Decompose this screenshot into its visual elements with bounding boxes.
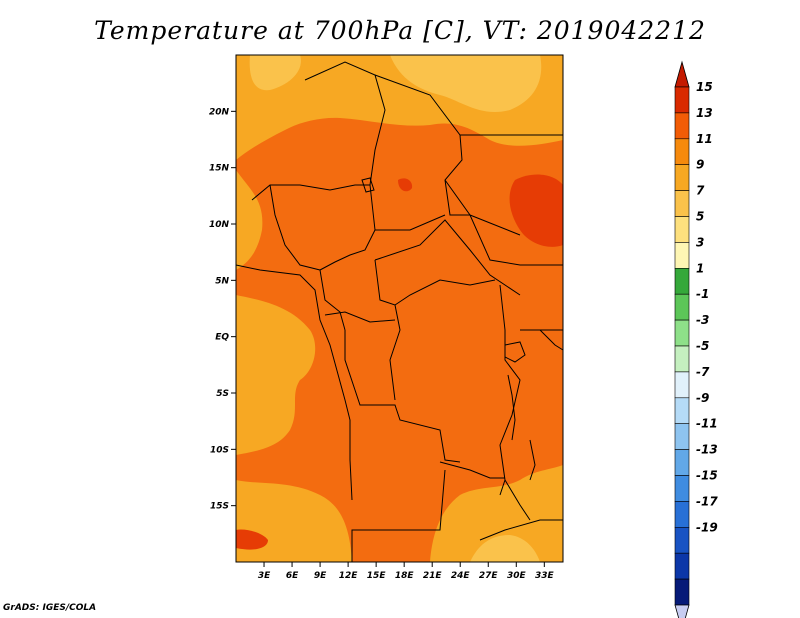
colorbar-cell	[674, 449, 690, 476]
colorbar-cell	[674, 293, 690, 321]
colorbar-cell	[674, 86, 690, 114]
colorbar-cell	[674, 319, 690, 347]
colorbar-level-label: -7	[696, 365, 710, 379]
latitude-axis: 20N 15N 10N 5N EQ 5S 10S 15S	[209, 107, 236, 512]
lake-chad	[361, 177, 375, 193]
longitude-axis: 3E 6E 9E 12E 15E 18E 21E 24E 27E 30E 33E	[258, 562, 555, 581]
colorbar-level-label: 7	[696, 184, 705, 198]
colorbar-level-label: 1	[696, 261, 704, 275]
lon-tick-label: 27E	[479, 571, 499, 581]
lon-tick-label: 21E	[423, 571, 443, 581]
map-frame	[235, 54, 564, 563]
lon-tick-label: 24E	[451, 571, 471, 581]
lake-victoria	[504, 341, 526, 363]
colorbar-top-arrow	[674, 60, 690, 88]
field-band-9-southwest	[236, 295, 316, 455]
colorbar-cell	[674, 216, 690, 243]
colorbar-cell	[674, 112, 690, 140]
colorbar-level-label: -5	[696, 339, 709, 353]
lake-malawi	[529, 439, 536, 481]
lat-tick-label: 10N	[209, 220, 230, 230]
lat-tick-label: 15S	[210, 502, 229, 512]
colorbar-level-label: -3	[696, 313, 709, 327]
lake-tanganyika	[507, 374, 516, 441]
colorbar: 15 13 11 9 7 5 3 1 -1 -3 -5 -7 -9 -11 -13 -15 -17 -19	[674, 60, 718, 618]
colorbar-cell	[674, 371, 690, 399]
colorbar-level-label: 13	[696, 106, 713, 120]
colorbar-level-label: 15	[696, 80, 713, 94]
lon-tick-label: 15E	[367, 571, 387, 581]
coastline-west	[235, 264, 353, 501]
colorbar-level-label: 5	[696, 210, 704, 224]
colorbar-cell	[674, 526, 690, 554]
lat-tick-label: 15N	[209, 164, 230, 174]
lat-tick-label: 20N	[209, 107, 230, 117]
colorbar-level-label: 11	[696, 132, 713, 146]
temperature-field	[236, 55, 563, 562]
lon-tick-label: 3E	[258, 571, 271, 581]
lon-tick-label: 6E	[286, 571, 299, 581]
lon-tick-label: 30E	[507, 571, 527, 581]
lon-tick-label: 12E	[339, 571, 359, 581]
lon-tick-label: 33E	[535, 571, 555, 581]
field-band-9-west	[236, 170, 263, 270]
colorbar-cell	[674, 242, 690, 269]
field-band-7-north	[390, 55, 542, 113]
colorbar-cell	[674, 267, 690, 295]
colorbar-cell	[674, 475, 690, 502]
colorbar-level-label: -9	[696, 391, 709, 405]
map-title: Temperature at 700hPa [C], VT: 201904221…	[94, 16, 706, 45]
colorbar-cell	[674, 345, 690, 373]
credit-label: GrADS: IGES/COLA	[3, 603, 97, 613]
field-band-13-east	[509, 174, 563, 247]
colorbar-cell	[674, 552, 690, 580]
field-band-7-north-west	[249, 55, 301, 91]
colorbar-cell	[674, 423, 690, 450]
field-band-13-southwest	[236, 529, 268, 550]
colorbar-cell	[674, 164, 690, 191]
colorbar-bottom-arrow	[674, 604, 690, 618]
border-lines	[251, 61, 564, 562]
lat-tick-label: EQ	[215, 333, 229, 343]
colorbar-cell	[674, 138, 690, 166]
colorbar-level-label: -1	[696, 287, 709, 301]
colorbar-cell	[674, 501, 690, 528]
lon-tick-label: 9E	[314, 571, 327, 581]
colorbar-cell	[674, 190, 690, 217]
colorbar-level-label: 3	[696, 235, 704, 249]
colorbar-level-label: -11	[696, 417, 718, 431]
lon-tick-label: 18E	[395, 571, 415, 581]
lat-tick-label: 10S	[210, 445, 229, 455]
colorbar-level-label: -13	[696, 443, 718, 457]
lat-tick-label: 5S	[216, 389, 229, 399]
colorbar-level-label: -19	[696, 520, 718, 534]
colorbar-cell	[674, 397, 690, 424]
field-band-7-south	[470, 535, 540, 562]
lat-tick-label: 5N	[215, 276, 229, 286]
colorbar-cell	[674, 578, 690, 606]
field-band-13-small	[398, 178, 413, 192]
colorbar-level-label: -17	[696, 494, 718, 508]
colorbar-level-label: 9	[696, 158, 704, 172]
colorbar-level-label: -15	[696, 469, 718, 483]
country-borders	[235, 61, 564, 562]
field-band-9-southeast	[430, 465, 563, 562]
